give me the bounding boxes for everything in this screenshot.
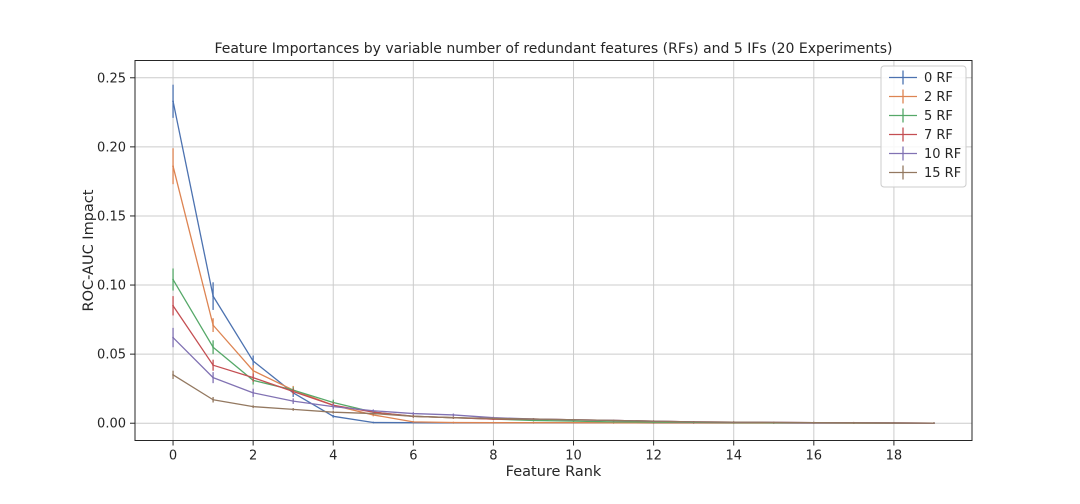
x-tick-label: 10 bbox=[565, 449, 582, 464]
data-point bbox=[292, 390, 295, 393]
y-tick-label: 0.00 bbox=[97, 417, 126, 432]
data-point bbox=[332, 405, 335, 408]
legend-item: 5 RF bbox=[889, 108, 953, 124]
data-point bbox=[172, 165, 174, 168]
legend-label: 5 RF bbox=[924, 109, 953, 124]
data-point bbox=[292, 408, 295, 411]
legend-label: 2 RF bbox=[924, 90, 953, 105]
y-axis-label: ROC-AUC Impact bbox=[81, 189, 97, 311]
data-point bbox=[172, 373, 174, 376]
y-tick-label: 0.25 bbox=[97, 71, 126, 86]
legend-item: 10 RF bbox=[889, 146, 961, 162]
data-point bbox=[492, 417, 495, 420]
data-point bbox=[412, 420, 415, 423]
legend-label: 7 RF bbox=[924, 128, 953, 143]
data-point bbox=[212, 346, 214, 349]
plot-frame bbox=[134, 60, 973, 441]
data-point bbox=[692, 420, 695, 423]
data-point bbox=[332, 411, 335, 414]
legend-label: 10 RF bbox=[924, 147, 961, 162]
chart-title: Feature Importances by variable number o… bbox=[214, 41, 892, 57]
legend-label: 0 RF bbox=[924, 71, 953, 86]
data-point bbox=[772, 421, 775, 424]
data-point bbox=[452, 414, 455, 416]
x-tick-label: 16 bbox=[806, 449, 823, 464]
data-point bbox=[572, 420, 575, 423]
data-point bbox=[532, 419, 535, 422]
legend-item: 0 RF bbox=[889, 70, 953, 86]
data-point bbox=[172, 304, 174, 307]
data-point bbox=[252, 360, 255, 362]
legend-item: 15 RF bbox=[889, 165, 961, 181]
x-tick-label: 14 bbox=[725, 449, 742, 464]
x-tick-label: 0 bbox=[169, 449, 177, 464]
data-point bbox=[292, 400, 295, 403]
legend-label: 15 RF bbox=[924, 166, 961, 181]
data-point bbox=[452, 416, 455, 419]
data-point bbox=[612, 419, 615, 422]
data-point bbox=[933, 422, 935, 424]
data-point bbox=[893, 422, 895, 424]
legend-item: 2 RF bbox=[889, 89, 953, 105]
data-point bbox=[252, 376, 255, 379]
data-point bbox=[252, 391, 255, 394]
data-point bbox=[212, 364, 214, 367]
x-tick-label: 6 bbox=[409, 449, 417, 464]
data-point bbox=[492, 421, 495, 424]
y-tick-label: 0.10 bbox=[97, 279, 126, 294]
data-point bbox=[812, 421, 815, 424]
data-point bbox=[332, 415, 335, 418]
data-point bbox=[412, 412, 415, 415]
series-line bbox=[172, 374, 934, 424]
data-point bbox=[252, 405, 255, 408]
y-tick-label: 0.20 bbox=[97, 140, 126, 155]
data-series bbox=[172, 84, 935, 424]
x-tick-label: 8 bbox=[489, 449, 497, 464]
y-tick-label: 0.15 bbox=[97, 209, 126, 224]
y-axis-ticks: 0.00 0.05 0.10 0.15 0.20 0.25 bbox=[97, 71, 135, 432]
data-point bbox=[172, 100, 174, 103]
data-point bbox=[372, 412, 375, 415]
data-point bbox=[372, 421, 375, 424]
x-tick-label: 2 bbox=[249, 449, 257, 464]
x-tick-label: 18 bbox=[886, 449, 903, 464]
data-point bbox=[252, 369, 255, 372]
x-tick-label: 12 bbox=[645, 449, 662, 464]
data-point bbox=[212, 376, 214, 379]
y-tick-label: 0.05 bbox=[97, 348, 126, 363]
data-point bbox=[412, 415, 415, 418]
legend-item: 7 RF bbox=[889, 127, 953, 143]
data-point bbox=[572, 421, 575, 424]
data-point bbox=[212, 398, 214, 401]
x-axis-label: Feature Rank bbox=[506, 464, 602, 480]
data-point bbox=[532, 418, 535, 420]
data-point bbox=[652, 420, 655, 423]
data-point bbox=[572, 418, 575, 421]
x-tick-label: 4 bbox=[329, 449, 337, 464]
data-point bbox=[532, 421, 535, 424]
data-point bbox=[612, 420, 615, 423]
data-point bbox=[172, 278, 174, 281]
x-axis-ticks: 0 2 4 6 8 10 12 14 16 18 bbox=[169, 440, 903, 464]
data-point bbox=[372, 409, 375, 412]
series-15-rf bbox=[172, 370, 935, 424]
data-point bbox=[212, 295, 214, 297]
data-point bbox=[732, 421, 735, 424]
data-point bbox=[452, 421, 455, 424]
data-point bbox=[172, 336, 174, 339]
legend: 0 RF 2 RF 5 RF 7 RF 10 RF 15 RF bbox=[880, 65, 967, 188]
data-point bbox=[212, 324, 214, 327]
data-point bbox=[852, 421, 855, 424]
